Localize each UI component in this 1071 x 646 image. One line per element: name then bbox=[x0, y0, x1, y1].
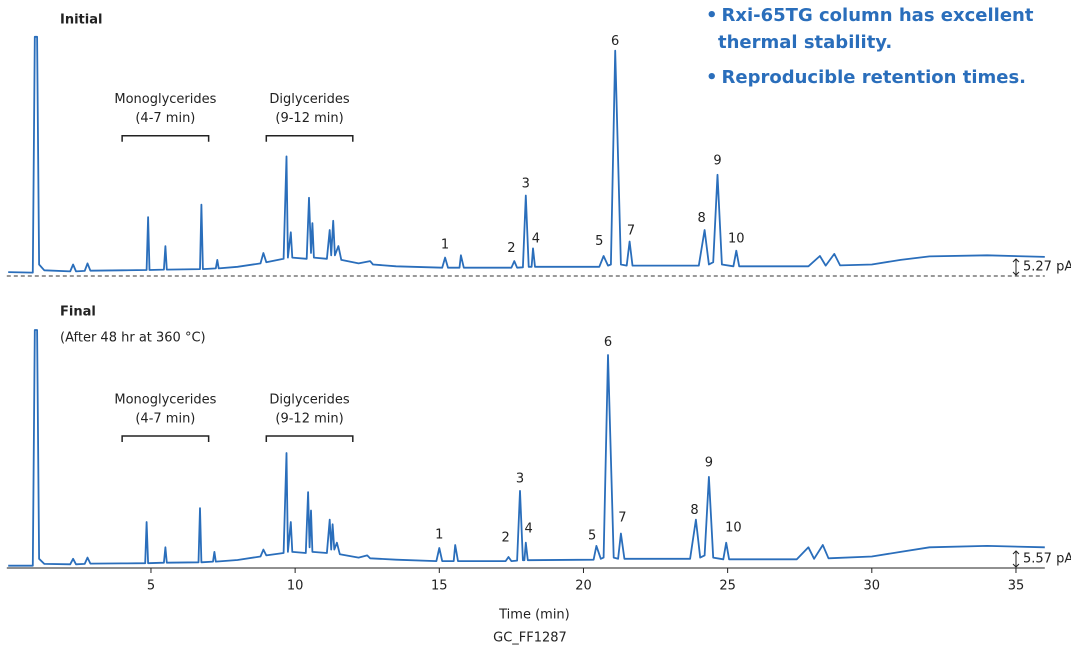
peak-label: 6 bbox=[611, 34, 619, 49]
bracket bbox=[121, 435, 210, 442]
note: Reproducible retention times. bbox=[704, 64, 1044, 91]
bracket bbox=[121, 134, 210, 142]
bracket bbox=[265, 435, 354, 442]
offset-arrow bbox=[1012, 550, 1020, 568]
x-tick-label: 15 bbox=[431, 579, 448, 594]
offset-arrow bbox=[1012, 258, 1020, 276]
notes: Rxi-65TG column has excellent thermal st… bbox=[704, 2, 1044, 99]
offset-label: 5.27 pA bbox=[1023, 260, 1071, 275]
peak-label: 9 bbox=[705, 456, 713, 471]
peak-label: 3 bbox=[522, 177, 530, 192]
x-tick-label: 30 bbox=[864, 579, 881, 594]
peak-label: 5 bbox=[588, 528, 596, 543]
trace bbox=[8, 329, 1045, 567]
note: Rxi-65TG column has excellent thermal st… bbox=[704, 2, 1044, 56]
bracket-sublabel: (9-12 min) bbox=[275, 411, 343, 426]
peak-label: 1 bbox=[441, 237, 449, 252]
panel-title: Final bbox=[60, 305, 96, 320]
x-axis-label: Time (min) bbox=[498, 608, 570, 623]
bracket-label: Monoglycerides bbox=[114, 92, 216, 107]
bracket-label: Diglycerides bbox=[269, 392, 350, 407]
peak-label: 10 bbox=[725, 520, 742, 535]
peak-label: 4 bbox=[532, 232, 540, 247]
peak-label: 8 bbox=[698, 211, 706, 226]
trace bbox=[8, 35, 1045, 274]
bracket-sublabel: (4-7 min) bbox=[135, 111, 195, 126]
x-tick-label: 10 bbox=[287, 579, 304, 594]
peak-label: 7 bbox=[627, 223, 635, 238]
offset-label: 5.57 pA bbox=[1023, 552, 1071, 567]
bracket-sublabel: (4-7 min) bbox=[135, 411, 195, 426]
peak-label: 7 bbox=[618, 511, 626, 526]
bracket-label: Monoglycerides bbox=[114, 392, 216, 407]
peak-label: 2 bbox=[507, 241, 515, 256]
peak-label: 3 bbox=[516, 471, 524, 486]
peak-label: 6 bbox=[604, 335, 612, 350]
peak-label: 1 bbox=[435, 528, 443, 543]
bracket-label: Diglycerides bbox=[269, 92, 350, 107]
bracket-sublabel: (9-12 min) bbox=[275, 111, 343, 126]
peak-label: 9 bbox=[713, 154, 721, 169]
footer: GC_FF1287 bbox=[493, 631, 567, 646]
x-tick-label: 20 bbox=[575, 579, 592, 594]
peak-label: 10 bbox=[728, 232, 745, 247]
bracket bbox=[265, 134, 354, 142]
x-tick-label: 25 bbox=[719, 579, 736, 594]
peak-label: 4 bbox=[525, 521, 533, 536]
x-tick-label: 5 bbox=[147, 579, 155, 594]
panel-subtitle: (After 48 hr at 360 °C) bbox=[60, 331, 206, 346]
peak-label: 5 bbox=[595, 234, 603, 249]
x-tick-label: 35 bbox=[1008, 579, 1025, 594]
panel-title: Initial bbox=[60, 13, 102, 28]
peak-label: 8 bbox=[690, 503, 698, 518]
peak-label: 2 bbox=[501, 531, 509, 546]
